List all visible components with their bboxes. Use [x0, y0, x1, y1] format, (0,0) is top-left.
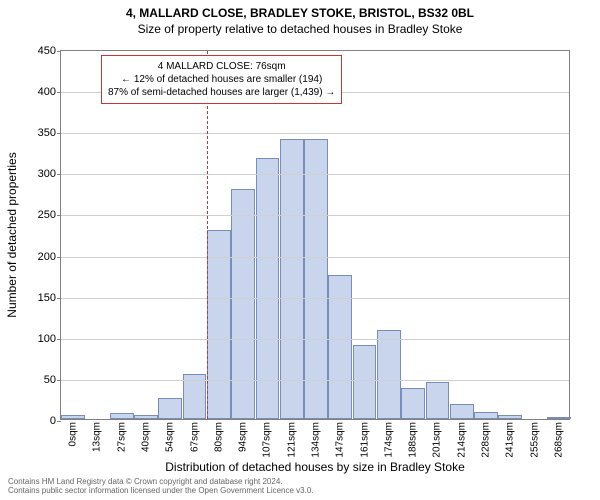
bar [426, 382, 450, 419]
footer-line-1: Contains HM Land Registry data © Crown c… [8, 477, 314, 487]
anno-line-2: ← 12% of detached houses are smaller (19… [108, 73, 335, 86]
chart-title-block: 4, MALLARD CLOSE, BRADLEY STOKE, BRISTOL… [0, 0, 600, 36]
bar [498, 415, 522, 419]
gridline [61, 215, 569, 216]
xtick-label: 134sqm [311, 422, 322, 458]
bar [134, 415, 158, 419]
xtick-label: 27sqm [116, 422, 127, 452]
xtick-label: 54sqm [165, 422, 176, 452]
ytick-label: 450 [38, 45, 56, 57]
xtick-label: 40sqm [141, 422, 152, 452]
xtick-label: 188sqm [408, 422, 419, 458]
bar [304, 139, 328, 419]
xtick-label: 174sqm [383, 422, 394, 458]
bar [61, 415, 85, 419]
xtick-label: 13sqm [92, 422, 103, 452]
xtick-label: 107sqm [262, 422, 273, 458]
ytick-mark [57, 298, 61, 299]
ytick-label: 300 [38, 168, 56, 180]
xtick-label: 268sqm [553, 422, 564, 458]
ytick-mark [57, 92, 61, 93]
footer-line-2: Contains public sector information licen… [8, 486, 314, 496]
ytick-mark [57, 215, 61, 216]
xtick-label: 121sqm [286, 422, 297, 458]
ytick-mark [57, 421, 61, 422]
ytick-mark [57, 51, 61, 52]
ytick-mark [57, 133, 61, 134]
xtick-label: 201sqm [432, 422, 443, 458]
title-line-1: 4, MALLARD CLOSE, BRADLEY STOKE, BRISTOL… [0, 6, 600, 20]
gridline [61, 257, 569, 258]
ytick-label: 0 [50, 415, 56, 427]
ytick-label: 250 [38, 209, 56, 221]
bar [377, 330, 401, 419]
gridline [61, 133, 569, 134]
ytick-label: 100 [38, 333, 56, 345]
ytick-label: 400 [38, 86, 56, 98]
title-line-2: Size of property relative to detached ho… [0, 22, 600, 36]
xtick-label: 241sqm [505, 422, 516, 458]
bar [207, 230, 231, 419]
ytick-mark [57, 380, 61, 381]
xtick-label: 147sqm [335, 422, 346, 458]
xtick-label: 0sqm [68, 422, 79, 446]
xtick-label: 228sqm [481, 422, 492, 458]
gridline [61, 380, 569, 381]
xtick-label: 161sqm [359, 422, 370, 458]
bar [353, 345, 377, 419]
xtick-label: 67sqm [189, 422, 200, 452]
bar [401, 388, 425, 419]
annotation-box: 4 MALLARD CLOSE: 76sqm← 12% of detached … [101, 55, 342, 104]
anno-line-1: 4 MALLARD CLOSE: 76sqm [108, 60, 335, 73]
xtick-label: 255sqm [529, 422, 540, 458]
gridline [61, 339, 569, 340]
bar [450, 404, 474, 419]
footer-credits: Contains HM Land Registry data © Crown c… [8, 477, 314, 496]
ytick-label: 150 [38, 292, 56, 304]
bar [547, 417, 571, 419]
x-axis-label: Distribution of detached houses by size … [165, 460, 465, 474]
bar [158, 398, 182, 419]
bar [110, 413, 134, 419]
xtick-label: 94sqm [238, 422, 249, 452]
xtick-label: 214sqm [456, 422, 467, 458]
bars-container [61, 51, 569, 419]
ytick-label: 50 [44, 374, 56, 386]
chart-area: 0501001502002503003504004500sqm13sqm27sq… [60, 50, 570, 420]
ytick-mark [57, 174, 61, 175]
ytick-mark [57, 257, 61, 258]
anno-line-3: 87% of semi-detached houses are larger (… [108, 86, 335, 99]
xtick-label: 80sqm [213, 422, 224, 452]
bar [474, 412, 498, 419]
bar [280, 139, 304, 419]
ytick-label: 350 [38, 127, 56, 139]
gridline [61, 298, 569, 299]
gridline [61, 174, 569, 175]
marker-line [207, 51, 208, 419]
bar [231, 189, 255, 419]
ytick-label: 200 [38, 251, 56, 263]
y-axis-label: Number of detached properties [5, 152, 19, 317]
ytick-mark [57, 339, 61, 340]
